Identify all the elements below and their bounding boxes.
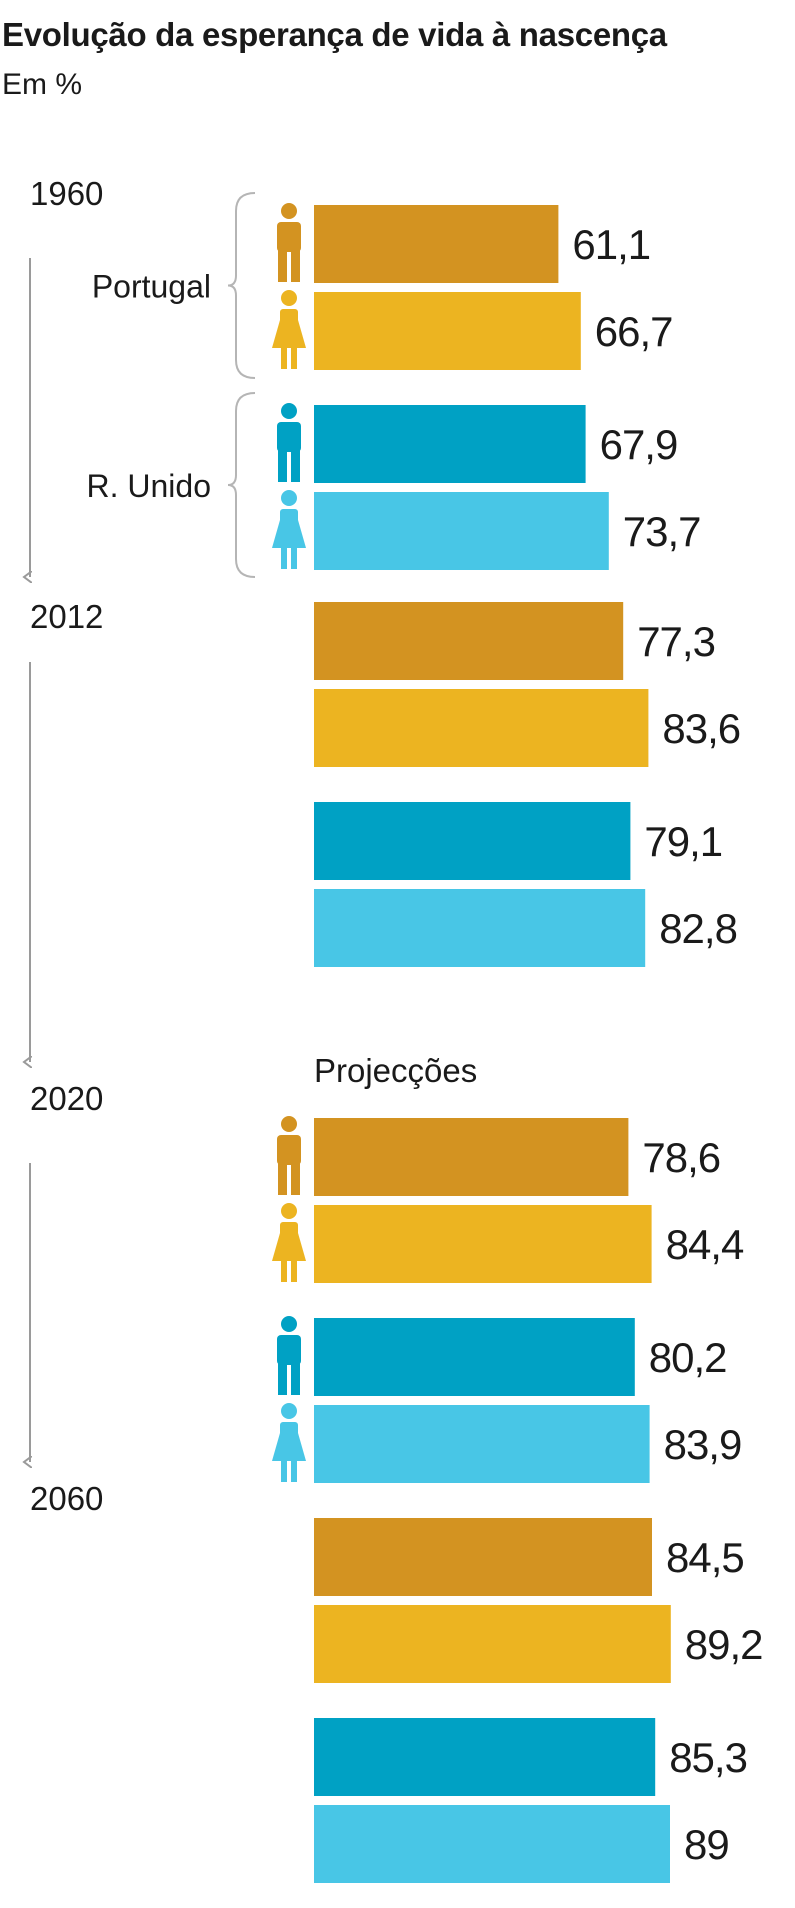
- value-label-uk-male-1960: 67,9: [600, 421, 678, 468]
- female-icon: [272, 1403, 306, 1482]
- female-icon: [272, 290, 306, 369]
- male-icon: [277, 1116, 301, 1195]
- value-label-uk-female-1960: 73,7: [623, 508, 701, 555]
- female-icon: [272, 1203, 306, 1282]
- bar-uk-male-1960: [314, 405, 586, 483]
- bar-portugal-male-2020: [314, 1118, 629, 1196]
- year-label-1960: 1960: [30, 175, 103, 212]
- value-label-portugal-male-1960: 61,1: [572, 221, 650, 268]
- value-label-uk-male-2012: 79,1: [644, 818, 722, 865]
- bar-portugal-male-2012: [314, 602, 624, 680]
- bars: [314, 205, 671, 1883]
- bar-uk-male-2012: [314, 802, 631, 880]
- value-label-uk-female-2020: 83,9: [664, 1421, 742, 1468]
- value-label-uk-male-2020: 80,2: [649, 1334, 727, 1381]
- year-labels: 1960 2012 2020 2060: [30, 175, 103, 1517]
- value-label-portugal-female-2020: 84,4: [666, 1221, 744, 1268]
- value-label-portugal-male-2060: 84,5: [666, 1534, 744, 1581]
- portugal-label: Portugal: [92, 269, 211, 305]
- bar-uk-female-2020: [314, 1405, 650, 1483]
- value-label-portugal-male-2012: 77,3: [637, 618, 715, 665]
- bar-uk-female-2060: [314, 1805, 670, 1883]
- bar-uk-male-2020: [314, 1318, 635, 1396]
- bar-portugal-female-1960: [314, 292, 581, 370]
- bar-portugal-female-2060: [314, 1605, 671, 1683]
- bar-portugal-female-2012: [314, 689, 649, 767]
- male-icon: [277, 1316, 301, 1395]
- year-label-2012: 2012: [30, 598, 103, 635]
- value-label-uk-male-2060: 85,3: [669, 1734, 747, 1781]
- value-label-portugal-female-2012: 83,6: [662, 705, 740, 752]
- bar-portugal-male-2060: [314, 1518, 652, 1596]
- value-label-portugal-female-2060: 89,2: [685, 1621, 763, 1668]
- gender-icons: [272, 203, 306, 1482]
- male-icon: [277, 203, 301, 282]
- projection-label: Projecções: [314, 1052, 477, 1089]
- value-label-uk-female-2060: 89: [684, 1821, 729, 1868]
- male-icon: [277, 403, 301, 482]
- bar-uk-female-1960: [314, 492, 609, 570]
- bar-uk-male-2060: [314, 1718, 656, 1796]
- uk-label: R. Unido: [87, 468, 212, 504]
- bar-portugal-male-1960: [314, 205, 559, 283]
- country-brackets: Portugal R. Unido: [87, 192, 256, 578]
- bar-uk-female-2012: [314, 889, 646, 967]
- value-label-portugal-male-2020: 78,6: [642, 1134, 720, 1181]
- value-labels: 61,1 66,7 67,9 73,7 77,3 83,6 79,1 82,8 78,6 84,4…: [314, 221, 764, 1868]
- chart-title: Evolução da esperança de vida à nascença: [2, 16, 667, 53]
- value-label-portugal-female-1960: 66,7: [595, 308, 673, 355]
- bar-portugal-female-2020: [314, 1205, 652, 1283]
- year-label-2020: 2020: [30, 1080, 103, 1117]
- uk-bracket: [227, 392, 256, 578]
- year-label-2060: 2060: [30, 1480, 103, 1517]
- portugal-bracket: [227, 192, 256, 379]
- female-icon: [272, 490, 306, 569]
- chart-subtitle: Em %: [2, 68, 83, 101]
- value-label-uk-female-2012: 82,8: [659, 905, 737, 952]
